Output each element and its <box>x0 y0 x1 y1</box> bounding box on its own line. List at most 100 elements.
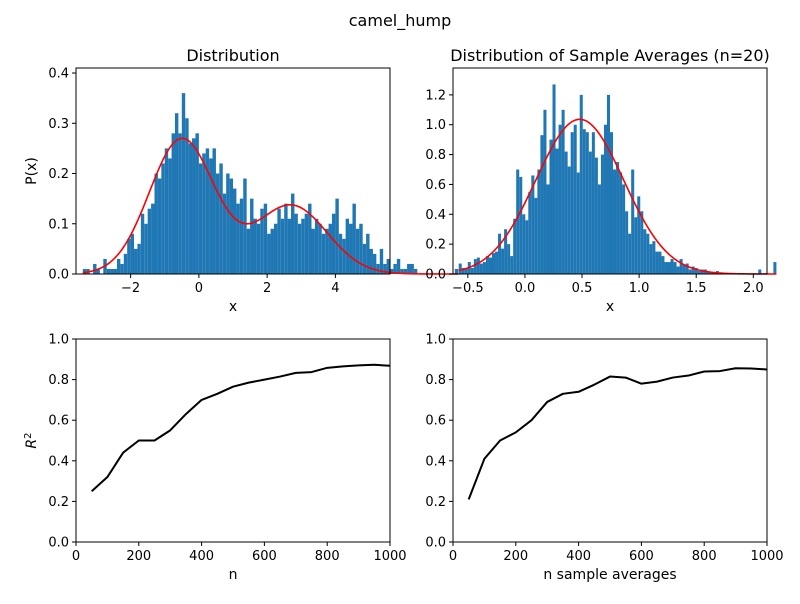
histogram-bar <box>243 179 246 274</box>
histogram-bar <box>528 192 531 274</box>
histogram-bar <box>137 244 140 274</box>
histogram-bar <box>267 234 270 274</box>
histogram-bar <box>342 239 345 274</box>
y-tick-label: 1.0 <box>48 333 69 348</box>
histogram-bar <box>658 252 661 274</box>
histogram-bar <box>498 234 501 274</box>
y-tick-label: 0.6 <box>425 414 446 429</box>
y-tick-label: 0.6 <box>425 178 446 193</box>
y-tick-label: 0.1 <box>48 217 69 232</box>
histogram-bar <box>477 258 480 274</box>
y-tick-label: 0.8 <box>425 148 446 163</box>
histogram-bar <box>131 234 134 274</box>
y-tick-label: 0.2 <box>425 495 446 510</box>
histogram-bar <box>674 262 677 274</box>
histogram-bar <box>598 184 601 274</box>
histogram-bar <box>549 140 552 274</box>
histogram-bar <box>172 133 175 274</box>
histogram-bar <box>631 170 634 274</box>
histogram-bar <box>318 224 321 274</box>
x-tick-label: −0.5 <box>452 281 484 296</box>
histogram-bar <box>288 219 291 274</box>
histogram-bar <box>574 125 577 274</box>
y-tick-label: 0.2 <box>48 167 69 182</box>
histogram-bar <box>580 95 583 274</box>
x-axis-label: n sample averages <box>543 567 676 583</box>
histogram-bar <box>250 199 253 274</box>
panel-title: Distribution of Sample Averages (n=20) <box>450 46 770 65</box>
histogram-bar <box>346 219 349 274</box>
y-tick-label: 0.0 <box>425 268 446 283</box>
histogram-bar <box>661 256 664 274</box>
histogram-bar <box>655 252 658 274</box>
x-tick-label: 0 <box>72 549 80 564</box>
x-tick-label: −2 <box>121 281 140 296</box>
x-axis-label: x <box>606 299 614 315</box>
x-tick-label: 200 <box>503 549 528 564</box>
x-tick-label: 200 <box>126 549 151 564</box>
x-tick-label: 1000 <box>373 549 406 564</box>
y-tick-label: 0.2 <box>48 495 69 510</box>
histogram-bar <box>175 113 178 274</box>
x-tick-label: 0 <box>449 549 457 564</box>
panel-title: Distribution <box>186 46 279 65</box>
histogram-bar <box>144 224 147 274</box>
histogram-bar <box>219 163 222 274</box>
histogram-bar <box>640 211 643 274</box>
histogram-bar <box>571 132 574 274</box>
histogram-bar <box>525 220 528 274</box>
x-tick-label: 400 <box>566 549 591 564</box>
histogram-bar <box>226 174 229 274</box>
histogram-bar <box>325 229 328 274</box>
histogram-bar <box>649 244 652 274</box>
histogram-bar <box>178 133 181 274</box>
histogram-bar <box>151 204 154 274</box>
x-tick-label: 0.0 <box>515 281 536 296</box>
histogram-bar <box>483 262 486 274</box>
histogram-bar <box>335 199 338 274</box>
histogram-bar <box>141 214 144 274</box>
histogram-bar <box>471 268 474 274</box>
histogram-bar <box>501 249 504 274</box>
x-tick-label: 1000 <box>750 549 783 564</box>
histogram-bar <box>165 148 168 274</box>
histogram-bar <box>202 153 205 274</box>
histogram-bar <box>373 254 376 274</box>
y-tick-label: 1.2 <box>425 88 446 103</box>
histogram-bar <box>120 264 123 274</box>
histogram-bar <box>507 244 510 274</box>
x-tick-label: 1.0 <box>629 281 650 296</box>
x-tick-label: 800 <box>315 549 340 564</box>
histogram-bar <box>677 267 680 274</box>
histogram-bar <box>683 265 686 274</box>
histogram-bar <box>114 269 117 274</box>
histogram-bar <box>284 204 287 274</box>
histogram-bar <box>616 162 619 274</box>
histogram-bar <box>553 84 556 274</box>
histogram-bar <box>349 224 352 274</box>
x-tick-label: 800 <box>692 549 717 564</box>
x-tick-label: 4 <box>331 281 339 296</box>
histogram-bar <box>376 264 379 274</box>
histogram-bar <box>298 224 301 274</box>
x-tick-label: 600 <box>252 549 277 564</box>
histogram-bar <box>158 179 161 274</box>
histogram-bar <box>305 214 308 274</box>
histogram-bar <box>634 217 637 274</box>
histogram-bar <box>271 229 274 274</box>
y-tick-label: 0.4 <box>48 454 69 469</box>
histogram-bar <box>233 189 236 274</box>
histogram-bar <box>356 229 359 274</box>
histogram-bar <box>257 224 260 274</box>
histogram-bar <box>546 184 549 274</box>
y-tick-label: 0.3 <box>48 117 69 132</box>
histogram-bar <box>664 262 667 274</box>
histogram-bar <box>652 241 655 274</box>
y-tick-label: 0.0 <box>48 268 69 283</box>
histogram-bar <box>480 264 483 274</box>
histogram-bar <box>189 143 192 274</box>
y-tick-label: 0.8 <box>425 373 446 388</box>
y-tick-label: 1.0 <box>425 333 446 348</box>
histogram-bar <box>689 270 692 274</box>
histogram-bar <box>322 234 325 274</box>
